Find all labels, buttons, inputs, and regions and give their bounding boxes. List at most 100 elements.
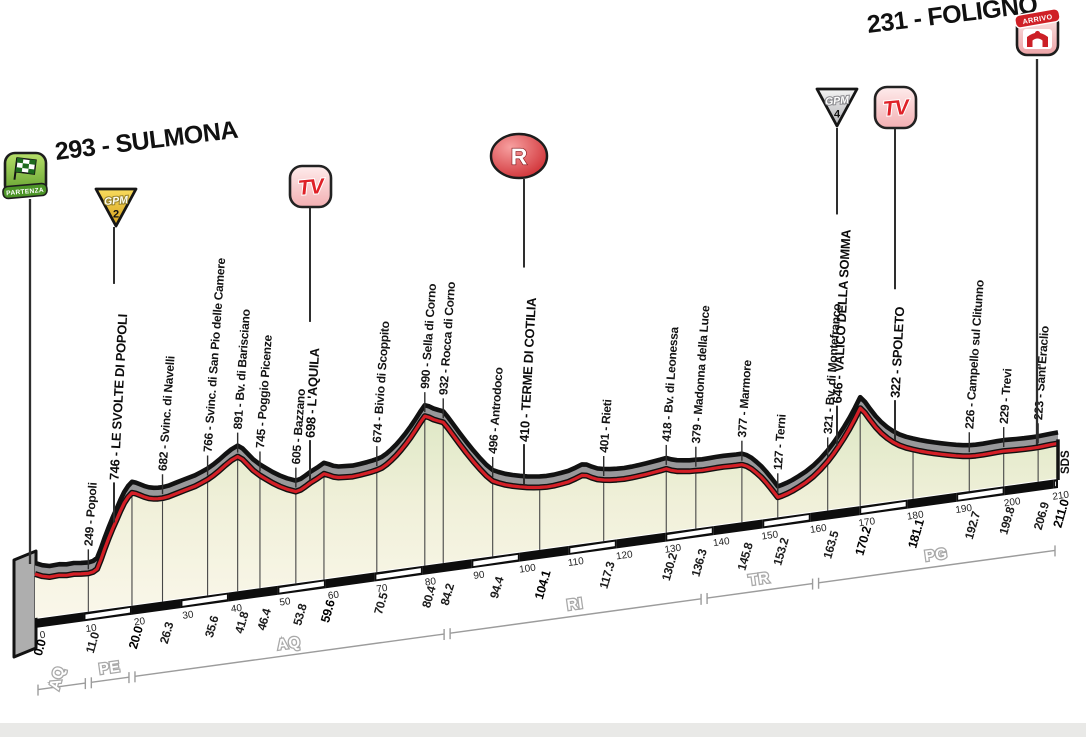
baseline-bar-segment [131,599,181,615]
km-tick-label: 100 [518,563,536,576]
km-tick-label: 180 [906,509,924,522]
waypoint-label-major: 410 - TERME DI COTILIA [517,296,540,442]
distance-label: 35.6 [202,614,222,639]
distance-label: 145.8 [735,541,756,573]
distance-label: 0.0 [31,638,49,658]
tv-icon-spoleto: TV [872,84,919,136]
km-tick-label: 140 [712,536,730,549]
distance-label: 53.8 [290,602,310,627]
waypoint-label: 377 - Marmore [735,359,754,438]
waypoint-label: 674 - Bivio di Scoppito [370,321,392,443]
baseline-bar-segment [519,546,569,562]
gpm4-category: 4 [834,109,841,121]
finish-gate-icon [1023,29,1052,49]
baseline-bar-white-inset [376,568,421,580]
km-tick-label: 160 [809,523,827,536]
baseline-bar-white-inset [85,607,130,620]
baseline-bar-segment [907,492,957,509]
tv-icon-laquila: TV [287,163,334,215]
baseline-bar-segment [422,559,472,575]
gpm4-climb-icon: GPM 4 [813,86,861,135]
km-tick-label: 110 [567,556,585,569]
province-bracket [450,598,702,634]
km-tick-label: 50 [279,596,292,609]
km-tick-label: 30 [182,609,195,622]
gpm2-climb-icon: GPM 2 [92,186,140,235]
partenza-start-icon: PARTENZA [2,150,50,209]
km-tick-label: 150 [761,529,779,542]
waypoint-label: 127 - Terni [771,414,789,471]
baseline-bar-white-inset [667,528,712,540]
waypoint-label-major: 698 - L'AQUILA [303,347,323,438]
distance-label: 170.2 [853,525,875,557]
arrivo-finish-icon: ARRIVO [1013,6,1065,67]
province-label: PE [98,658,121,678]
terrain-area [35,408,1058,618]
baseline-bar-white-inset [861,501,906,514]
waypoint-label: 223 - Sant'Eraclio [1031,326,1052,421]
distance-label: 136.3 [689,547,710,579]
gpm2-gpm-label: GPM [104,194,129,208]
waypoint-label: 249 - Popoli [81,482,99,547]
refreshment-icon: R [489,131,553,188]
distance-label: 70.5 [371,591,391,616]
waypoint-label: 891 - Bv. di Barisciano [231,309,253,430]
waypoint-label: 379 - Madonna della Luce [689,304,713,443]
km-tick-label: 130 [664,543,682,556]
waypoint-label: 418 - Bv. di Leonessa [659,326,681,442]
province-label: PG [924,545,949,565]
road-line [34,406,1059,579]
province-label: AQ [46,665,69,692]
baseline-bar-white-inset [473,554,518,567]
baseline-bar-segment [35,612,84,628]
distance-label: 80.4 [419,584,439,609]
km-tick-label: 90 [473,570,486,583]
km-tick-label: 120 [615,549,633,562]
refreshment-label: R [511,144,528,170]
checkered-flag-icon [13,157,37,180]
waypoint-label: 401 - Rieti [597,399,615,453]
province-bracket [818,549,1056,584]
km-tick-label: 0 [39,630,46,642]
sds-label: SDS [1060,450,1072,474]
distance-label: 41.8 [232,610,252,635]
baseline-bar-segment [228,585,278,602]
km-tick-label: 170 [858,516,876,529]
km-tick-label: 210 [1052,490,1070,503]
baseline-bar-white-inset [570,541,615,553]
baseline-bar-white-inset [1055,481,1056,487]
waypoint-label: 745 - Poggio Picenze [253,334,275,449]
province-bracket [134,633,445,678]
waypoint-label: 229 - Trevi [997,368,1015,424]
province-label: TR [748,569,771,589]
baseline-bar-white-inset [764,515,809,527]
waypoint-label: 990 - Sella di Corno [418,283,439,389]
waypoint-label-major: 322 - SPOLETO [888,306,908,398]
province-bracket [37,682,86,691]
start-pedestal [12,549,38,659]
baseline-bar-segment [1004,479,1054,496]
province-bracket [91,676,130,683]
distance-label: 26.3 [157,620,177,645]
distance-label: 94.4 [487,575,507,600]
gpm2-category: 2 [113,209,119,221]
waypoint-label: 766 - Svinc. di San Pio delle Camere [201,257,229,453]
distance-label: 11.0 [83,630,102,655]
partenza-label: PARTENZA [6,187,44,197]
km-tick-label: 10 [85,623,98,636]
baseline-bar-segment [713,519,763,536]
distance-label: 59.6 [318,598,338,624]
km-tick-label: 40 [230,603,243,616]
distance-label: 46.4 [254,606,274,631]
distance-label: 117.3 [597,559,618,590]
km-tick-label: 20 [133,616,146,629]
distance-label: 20.0 [126,624,146,650]
waypoint-label: 226 - Campello sul Clitunno [962,280,986,430]
km-tick-label: 190 [955,503,973,516]
waypoint-label: 496 - Antrodoco [486,367,506,454]
baseline-bar-segment [616,532,666,549]
km-tick-label: 60 [327,589,340,602]
distance-label: 130.2 [659,551,680,583]
